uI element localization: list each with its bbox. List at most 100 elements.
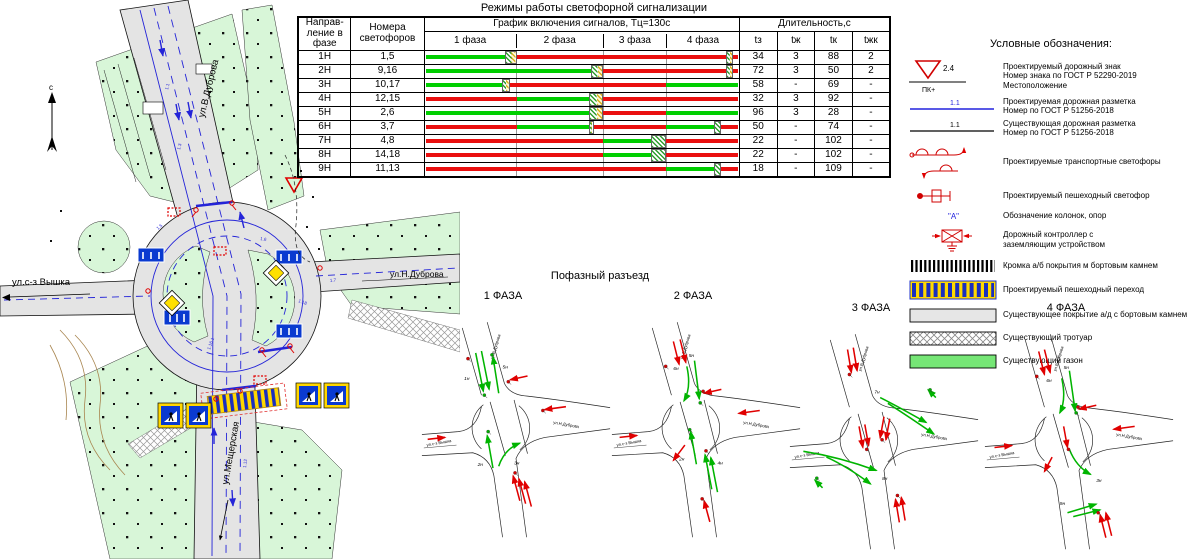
duration-cell: - (776, 119, 816, 135)
signal-segment (588, 106, 604, 120)
legend-item: 1.1 Проектируемая дорожная разметка Номер… (903, 97, 1199, 116)
signal-equipment (145, 177, 323, 402)
legend-item: Существующий тротуар (903, 328, 1199, 348)
green-movement-arrow (803, 450, 878, 472)
phase-street-label-left: ул.с-з Вышка (989, 450, 1015, 459)
svg-text:с: с (49, 83, 53, 92)
signal-segment (725, 50, 734, 64)
red-blocked-arrow (1077, 404, 1097, 411)
marking-code-label: 1.12 (242, 458, 248, 468)
table-row: 4Н 12,15 32 3 92- (297, 91, 891, 107)
legend-item: 1.1 Существующая дорожная разметка Номер … (903, 119, 1199, 138)
signal-numbers-cell: 11,13 (350, 161, 425, 177)
movement-label: 3н (514, 460, 520, 466)
phase-street-label-right: ул.Н.Дуброва (1116, 432, 1143, 442)
legend-panel: Условные обозначения: 2.4 ПК+ Проектируемы… (903, 38, 1199, 374)
signal-segment (603, 153, 652, 157)
phase-diagram-1: 1 ФАЗА ул.В.Дуброва ул.Н.Дуброва ул.с-з Вы… (420, 290, 612, 543)
green-movement-arrow (693, 360, 702, 401)
table-row: 1Н 1,5 34 3 88 2 (297, 49, 891, 65)
survey-lines (49, 57, 320, 476)
red-blocked-arrow (994, 443, 1014, 450)
duration-cell: 2 (851, 63, 891, 79)
movement-label: 6н (1046, 378, 1052, 384)
red-blocked-arrow (863, 424, 871, 448)
phase-diagram-2: 2 ФАЗА ул.В.Дуброва ул.Н.Дуброва ул.с-з Вы… (610, 290, 802, 543)
phase-street-label-right: ул.Н.Дуброва (921, 432, 948, 442)
signal-bar-cell (423, 105, 740, 121)
duration-cell: - (851, 133, 891, 149)
signal-bar-cell (423, 133, 740, 149)
direction-cell: 1Н (297, 49, 352, 65)
signal-numbers-cell: 9,16 (350, 63, 425, 79)
direction-cell: 8Н (297, 147, 352, 163)
duration-cell: 32 (738, 91, 778, 107)
green-movement-arrow (474, 352, 486, 393)
signal-segment (721, 125, 738, 129)
marking-code-label: 1.16.1 (206, 336, 215, 350)
duration-cell: 2 (851, 49, 891, 65)
signal-segment (651, 148, 666, 162)
red-blocked-arrow (523, 480, 533, 507)
movement-label: 5н (1064, 365, 1070, 371)
legend-item-text: Проектируемый пешеходный светофор (1003, 191, 1150, 201)
duration-cell: 3 (776, 105, 816, 121)
signal-segment (425, 111, 589, 115)
signal-segment (425, 55, 505, 59)
signal-bar-cell (423, 119, 740, 135)
duration-cell: - (776, 77, 816, 93)
duration-cell: - (851, 77, 891, 93)
red-blocked-arrow (1098, 513, 1107, 538)
signal-segment (502, 78, 510, 92)
red-blocked-arrow (508, 374, 528, 382)
signal-segment (721, 167, 738, 171)
marking-exist-symbol: 1.1 (903, 120, 1003, 136)
red-blocked-arrow (619, 432, 639, 440)
legend-item-text: Проектируемая дорожная разметка Номер по… (1003, 97, 1136, 116)
legend-item: Проектируемый пешеходный светофор (903, 186, 1199, 206)
red-blocked-arrow (702, 388, 722, 395)
green-movement-arrow (813, 479, 824, 489)
red-blocked-arrow (543, 405, 567, 412)
table-row: 6Н 3,7 50-74- (297, 119, 891, 135)
red-blocked-arrow (878, 416, 885, 440)
signal-segment (588, 92, 604, 106)
phase-street-label-right: ул.Н.Дуброва (743, 420, 770, 430)
signal-bar-cell (423, 77, 740, 93)
signal-segment (425, 97, 517, 101)
duration-cell: 102 (814, 147, 853, 163)
duration-cell: 3 (776, 49, 816, 65)
signal-bar-cell (423, 161, 740, 177)
duration-cell: - (776, 147, 816, 163)
crossing-signs (157, 382, 350, 429)
signal-segment (504, 50, 517, 64)
signal-segment (733, 69, 738, 73)
signal-segment (425, 83, 503, 87)
duration-cell: 22 (738, 147, 778, 163)
signal-segment (516, 97, 589, 101)
signal-table-title: Режимы работы светофорной сигнализации (480, 2, 708, 14)
legend-item: Проектируемый пешеходный переход (903, 278, 1199, 302)
green-movement-arrow (485, 433, 494, 469)
signal-segment (425, 125, 517, 129)
phase-street-label-right: ул.Н.Дуброва (553, 420, 580, 430)
signal-schedule-panel: Режимы работы светофорной сигнализации Н… (297, 2, 891, 178)
phases-title: Пофазный разъезд (550, 270, 650, 282)
red-blocked-arrow (1112, 424, 1135, 432)
red-blocked-arrow (511, 474, 521, 501)
duration-cell: 72 (738, 63, 778, 79)
movement-label: 5н (689, 353, 695, 359)
marking-code-label: 1.1 (164, 82, 170, 90)
direction-cell: 4Н (297, 91, 352, 107)
marking-code-label: 1.18 (298, 298, 308, 306)
signal-segment (603, 111, 666, 115)
direction-cell: 3Н (297, 77, 352, 93)
phase-diagram-3: 3 ФАЗА ул.В.Дуброва ул.Н.Дуброва ул.с-з Вы… (788, 302, 980, 555)
legend-item-text: Проектируемый пешеходный переход (1003, 285, 1145, 295)
legend-items: 2.4 ПК+ Проектируемый дорожный знак Номер … (903, 58, 1199, 371)
duration-cell: - (851, 147, 891, 163)
red-blocked-arrow (1043, 349, 1052, 375)
signal-bar-cell (423, 49, 740, 65)
table-row: 9Н 11,13 18-109- (297, 161, 891, 177)
